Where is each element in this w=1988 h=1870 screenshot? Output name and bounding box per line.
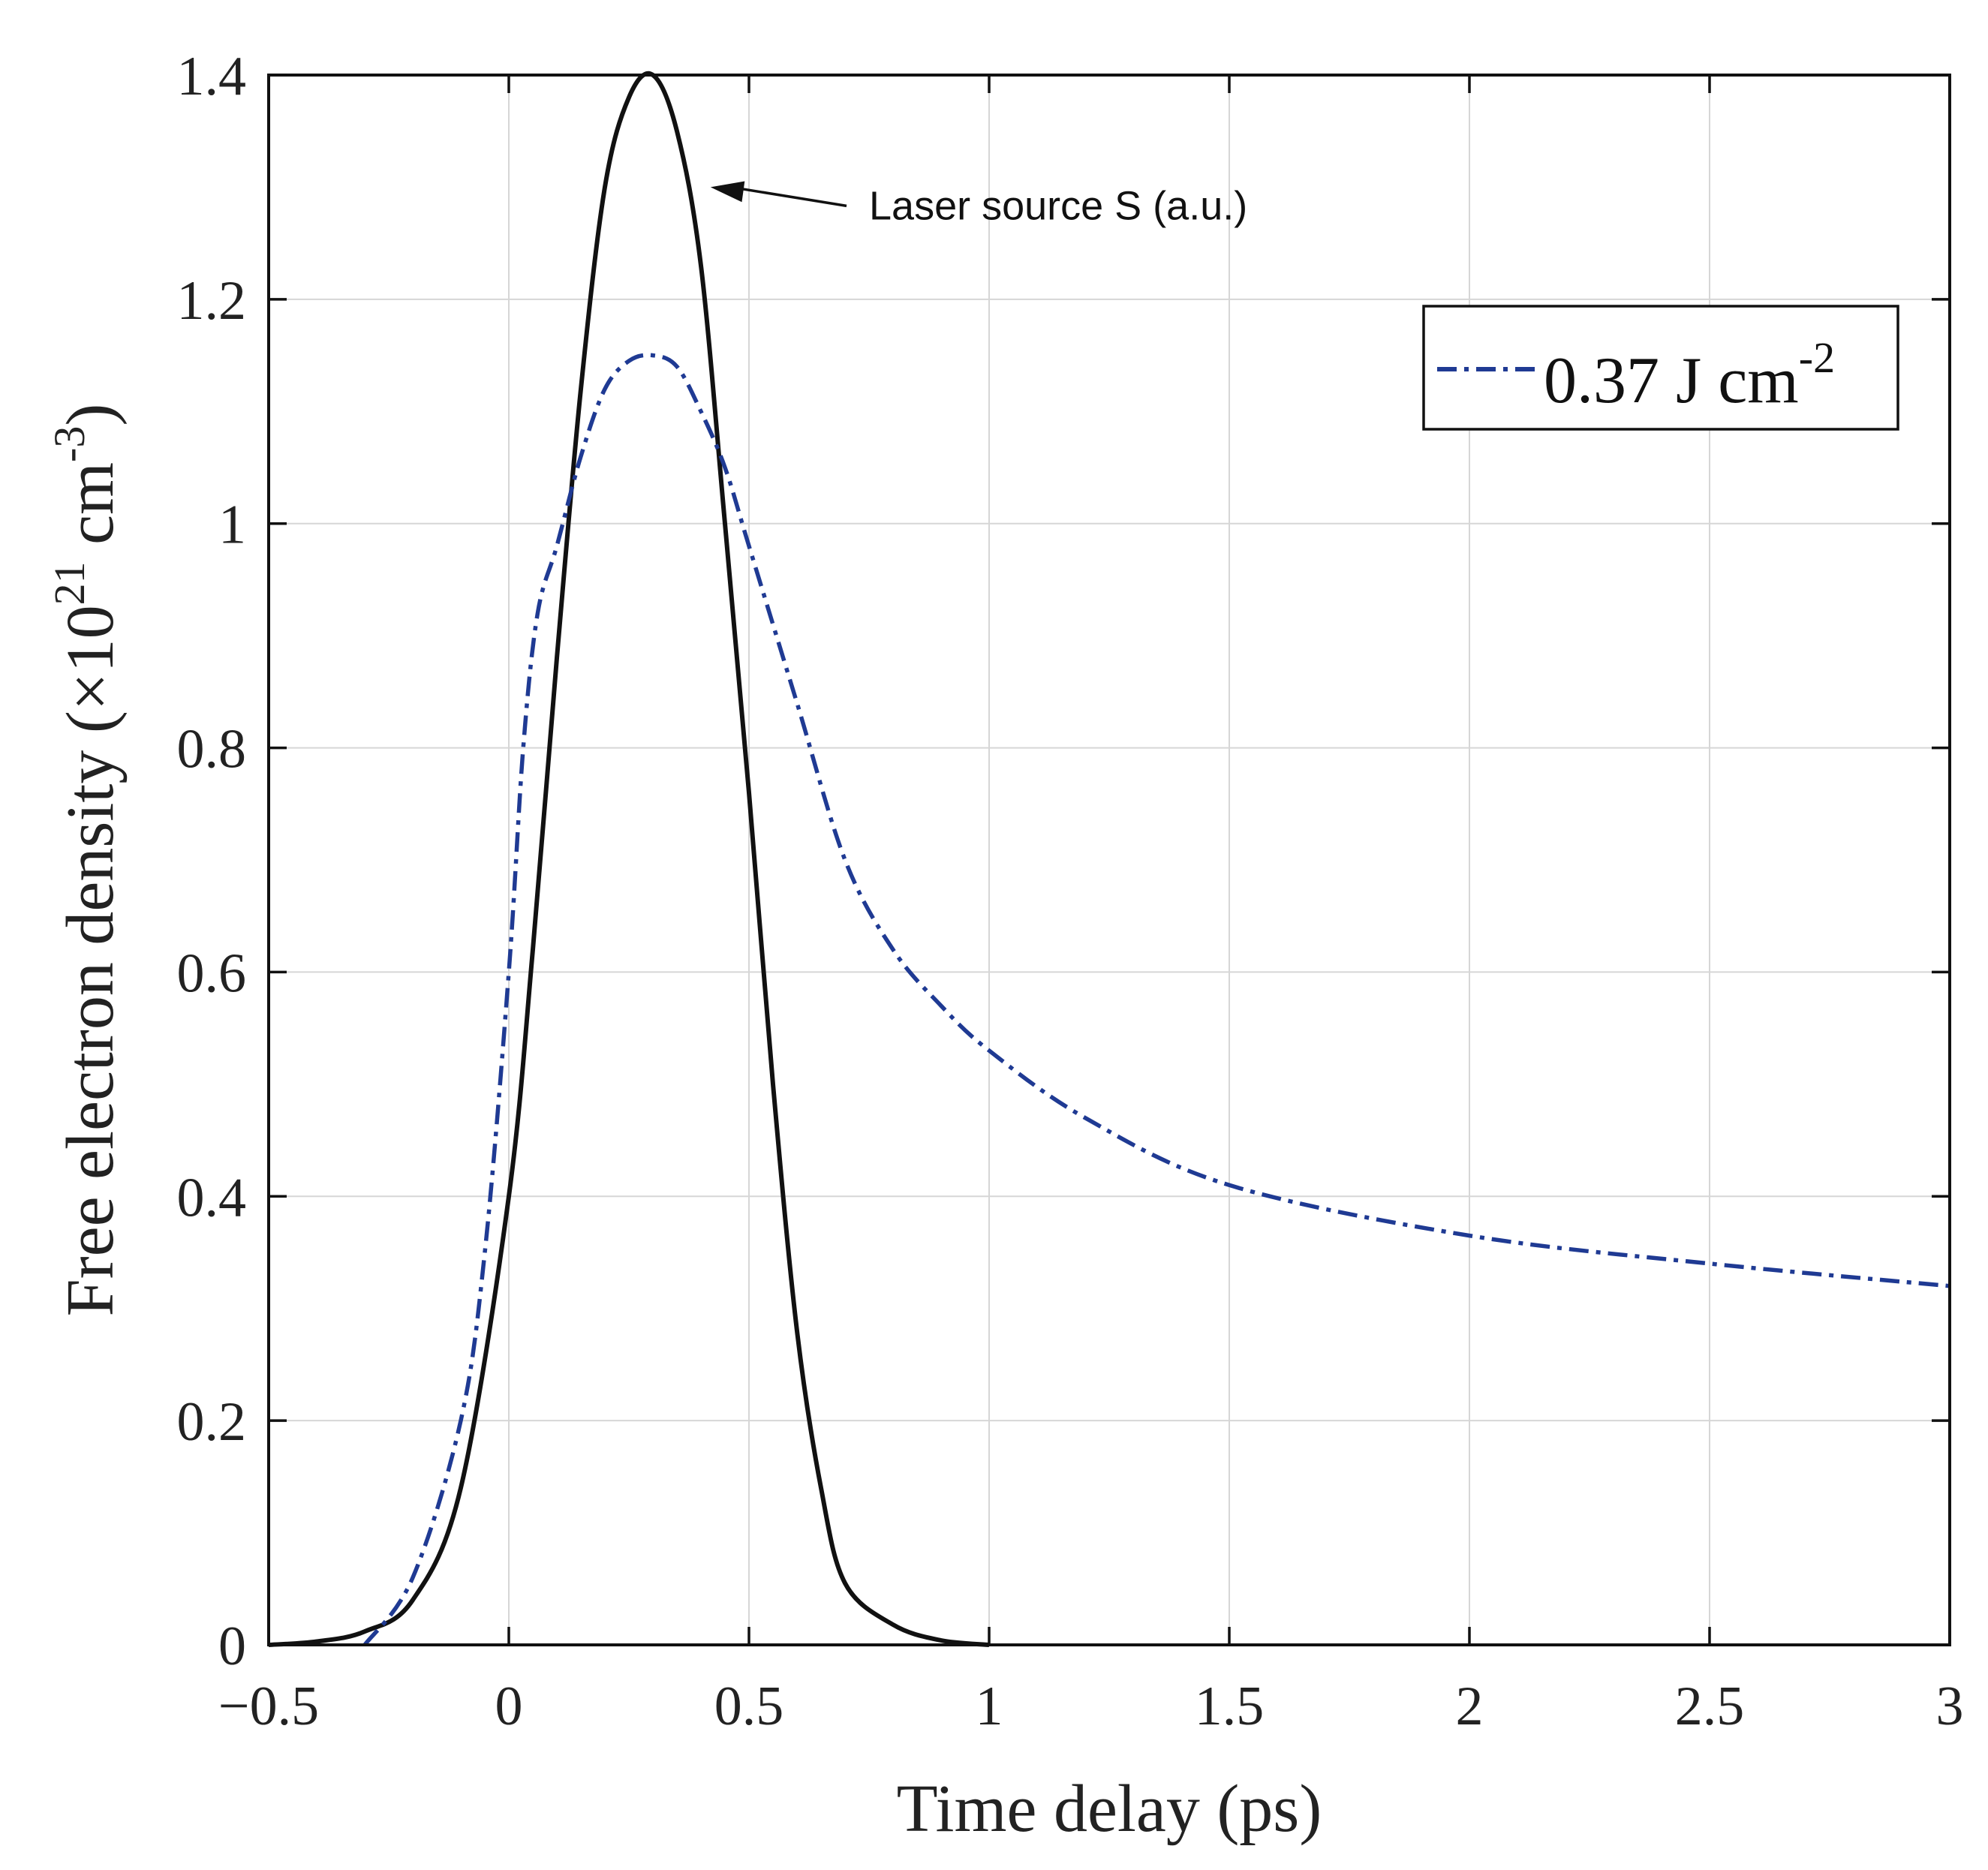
y-tick-label: 1: [218, 495, 246, 556]
x-tick-label: 0.5: [714, 1676, 784, 1737]
y-tick-label: 1.2: [177, 270, 247, 332]
tick-labels: −0.5 0 0.5 1 1.5 2 2.5 300.20.40.60.811.21.4: [177, 46, 1964, 1737]
legend-label-main: 0.37 J cm: [1544, 344, 1799, 417]
x-axis-title: Time delay (ps): [897, 1772, 1322, 1846]
y-tick-label: 0.6: [177, 943, 247, 1004]
annotation-arrow-line: [740, 187, 847, 208]
y-title-main: Free electron density (: [53, 711, 128, 1316]
y-tick-label: 1.4: [177, 46, 247, 107]
y-tick-label: 0.8: [177, 719, 247, 780]
y-title-exp1: 21: [45, 561, 94, 605]
ticks: [267, 74, 1951, 1646]
y-tick-label: 0: [218, 1616, 246, 1677]
annotation-arrow-head: [710, 181, 745, 203]
y-title-base: 10: [53, 605, 128, 672]
y-title-times: ×: [53, 672, 128, 711]
y-tick-label: 0.4: [177, 1167, 247, 1228]
y-axis-title: Free electron density (×1021 cm-3): [45, 404, 128, 1317]
plot-frame: [267, 74, 1951, 1646]
legend: 0.37 J cm-2: [1422, 305, 1899, 431]
x-tick-label: 3: [1936, 1676, 1964, 1737]
legend-label: 0.37 J cm-2: [1544, 333, 1835, 417]
y-title-close: ): [53, 404, 128, 426]
x-tick-label: 1.5: [1195, 1676, 1265, 1737]
x-tick-label: 1: [976, 1676, 1003, 1737]
x-tick-label: 2: [1456, 1676, 1484, 1737]
annotation-text: Laser source S (a.u.): [869, 183, 1247, 228]
x-tick-label: 0: [495, 1676, 523, 1737]
y-title-exp2: -3: [45, 426, 94, 462]
legend-box: [1422, 305, 1899, 431]
x-tick-label: −0.5: [218, 1676, 319, 1737]
y-title-unit: cm: [53, 462, 128, 561]
annotation: Laser source S (a.u.): [710, 181, 1247, 228]
legend-label-exponent: -2: [1799, 333, 1835, 382]
y-tick-label: 0.2: [177, 1391, 247, 1453]
x-tick-label: 2.5: [1675, 1676, 1745, 1737]
